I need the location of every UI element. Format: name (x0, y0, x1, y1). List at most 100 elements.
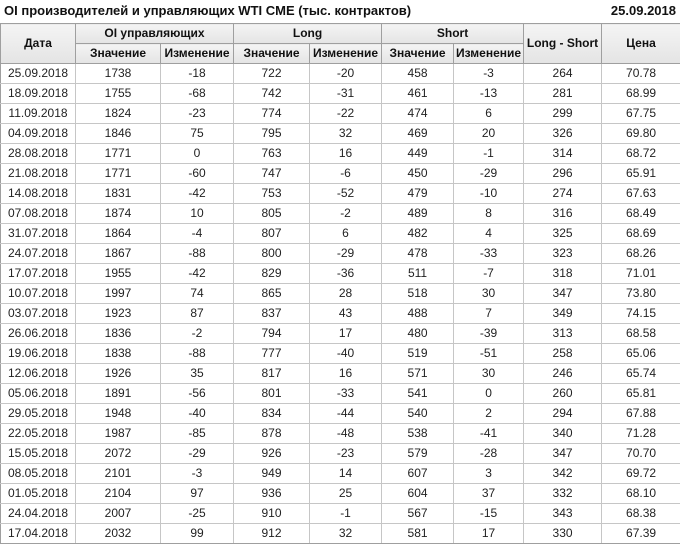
cell-short-change: -13 (453, 83, 525, 104)
cell-oi-change: 10 (159, 203, 235, 224)
cell-oi-value: 1771 (75, 163, 161, 184)
table-row: 31.07.2018 1864 -4 807 6 482 4 325 68.69 (0, 223, 680, 244)
cell-date: 10.07.2018 (0, 283, 76, 304)
cell-short-change: 37 (453, 483, 525, 504)
col-subheader-short-change: Изменение (453, 43, 525, 64)
cell-price: 74.15 (601, 303, 680, 324)
cell-long-change: 16 (309, 143, 383, 164)
cell-long-change: -6 (309, 163, 383, 184)
table-row: 26.06.2018 1836 -2 794 17 480 -39 313 68.58 (0, 323, 680, 344)
cell-long-change: 14 (309, 463, 383, 484)
cell-short-value: 474 (381, 103, 455, 124)
cell-price: 65.74 (601, 363, 680, 384)
cell-date: 04.09.2018 (0, 123, 76, 144)
cell-oi-change: 97 (159, 483, 235, 504)
cell-long-short: 281 (523, 83, 603, 104)
cell-long-value: 794 (233, 323, 311, 344)
cell-long-change: -31 (309, 83, 383, 104)
cell-long-value: 763 (233, 143, 311, 164)
cell-oi-value: 1771 (75, 143, 161, 164)
cell-long-short: 326 (523, 123, 603, 144)
cell-long-short: 296 (523, 163, 603, 184)
cell-price: 67.39 (601, 523, 680, 544)
cell-long-short: 347 (523, 443, 603, 464)
cell-long-short: 349 (523, 303, 603, 324)
cell-date: 28.08.2018 (0, 143, 76, 164)
cell-date: 14.08.2018 (0, 183, 76, 204)
col-group-short: Short (381, 23, 525, 44)
cell-date: 21.08.2018 (0, 163, 76, 184)
cell-long-short: 316 (523, 203, 603, 224)
cell-price: 69.80 (601, 123, 680, 144)
cell-long-change: -40 (309, 343, 383, 364)
cell-short-value: 511 (381, 263, 455, 284)
table-row: 25.09.2018 1738 -18 722 -20 458 -3 264 70.78 (0, 63, 680, 84)
cell-short-value: 571 (381, 363, 455, 384)
table-row: 14.08.2018 1831 -42 753 -52 479 -10 274 67.63 (0, 183, 680, 204)
cell-long-value: 795 (233, 123, 311, 144)
cell-long-change: -1 (309, 503, 383, 524)
table-row: 28.08.2018 1771 0 763 16 449 -1 314 68.72 (0, 143, 680, 164)
table-row: 22.05.2018 1987 -85 878 -48 538 -41 340 71.28 (0, 423, 680, 444)
cell-oi-value: 1824 (75, 103, 161, 124)
cell-short-value: 519 (381, 343, 455, 364)
cell-short-change: -51 (453, 343, 525, 364)
cell-long-value: 817 (233, 363, 311, 384)
cell-long-change: -23 (309, 443, 383, 464)
cell-oi-change: -88 (159, 243, 235, 264)
cell-short-change: 17 (453, 523, 525, 544)
cell-long-short: 343 (523, 503, 603, 524)
cell-long-change: 43 (309, 303, 383, 324)
cell-long-change: -36 (309, 263, 383, 284)
cell-date: 24.04.2018 (0, 503, 76, 524)
cell-long-value: 949 (233, 463, 311, 484)
table-body: 25.09.2018 1738 -18 722 -20 458 -3 264 70.78 18.0… (0, 63, 680, 544)
cell-oi-value: 1838 (75, 343, 161, 364)
col-group-oi-managers: OI управляющих (74, 23, 235, 44)
cell-oi-change: 99 (159, 523, 235, 544)
cell-oi-change: -88 (159, 343, 235, 364)
table-row: 21.08.2018 1771 -60 747 -6 450 -29 296 65.91 (0, 163, 680, 184)
cell-oi-value: 2032 (75, 523, 161, 544)
cell-short-value: 607 (381, 463, 455, 484)
cell-long-value: 865 (233, 283, 311, 304)
cell-short-value: 449 (381, 143, 455, 164)
cell-short-value: 482 (381, 223, 455, 244)
cell-date: 07.08.2018 (0, 203, 76, 224)
cell-oi-change: -29 (159, 443, 235, 464)
cell-short-change: 30 (453, 363, 525, 384)
cell-price: 68.72 (601, 143, 680, 164)
cell-oi-value: 2104 (75, 483, 161, 504)
cell-date: 01.05.2018 (0, 483, 76, 504)
cell-short-value: 461 (381, 83, 455, 104)
cell-short-change: 7 (453, 303, 525, 324)
cell-long-short: 325 (523, 223, 603, 244)
cell-oi-change: -25 (159, 503, 235, 524)
cell-date: 19.06.2018 (0, 343, 76, 364)
cell-short-change: 6 (453, 103, 525, 124)
cell-short-value: 579 (381, 443, 455, 464)
cell-oi-value: 1923 (75, 303, 161, 324)
cell-oi-value: 1874 (75, 203, 161, 224)
cell-long-short: 347 (523, 283, 603, 304)
table-row: 03.07.2018 1923 87 837 43 488 7 349 74.15 (0, 303, 680, 324)
cell-long-value: 722 (233, 63, 311, 84)
cell-price: 67.75 (601, 103, 680, 124)
cell-short-value: 538 (381, 423, 455, 444)
cell-oi-change: -42 (159, 263, 235, 284)
table-row: 17.04.2018 2032 99 912 32 581 17 330 67.39 (0, 523, 680, 544)
cell-long-change: -2 (309, 203, 383, 224)
table-header: Дата OI управляющих Long Short Long - Sh… (0, 23, 680, 64)
cell-short-change: 8 (453, 203, 525, 224)
cell-short-change: -39 (453, 323, 525, 344)
col-subheader-oi-value: Значение (75, 43, 161, 64)
cell-long-change: 6 (309, 223, 383, 244)
cell-oi-value: 1891 (75, 383, 161, 404)
col-subheader-long-change: Изменение (309, 43, 383, 64)
cell-short-value: 604 (381, 483, 455, 504)
cell-long-short: 294 (523, 403, 603, 424)
cell-oi-value: 1836 (75, 323, 161, 344)
cell-price: 71.28 (601, 423, 680, 444)
cell-long-change: -48 (309, 423, 383, 444)
